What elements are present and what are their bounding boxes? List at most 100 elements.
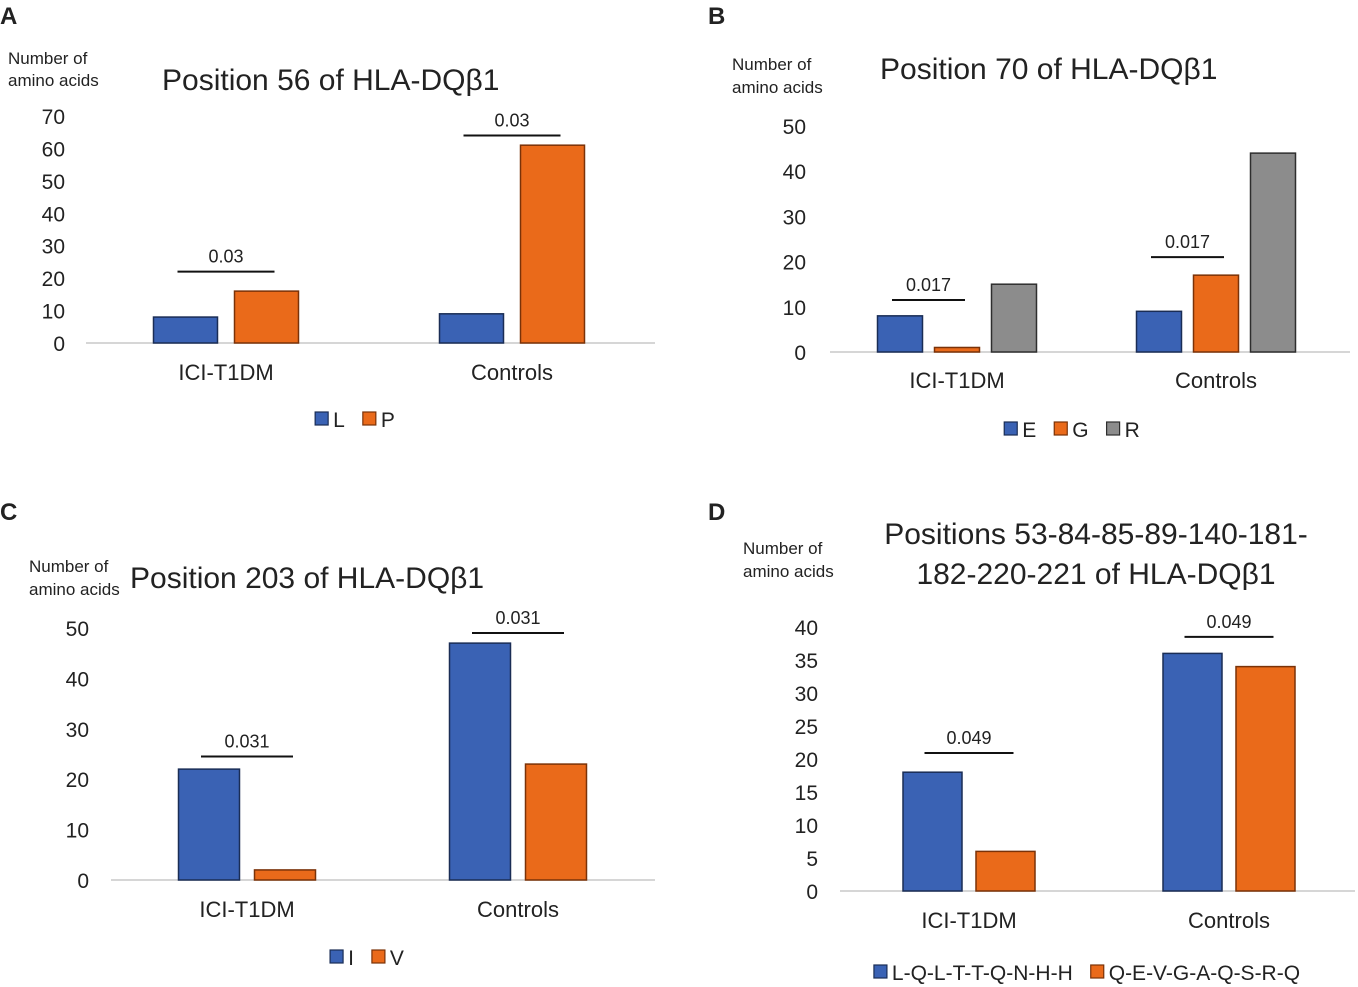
chart-d-ytick-0: 0 (806, 881, 818, 904)
chart-a-legend-label-1: P (381, 409, 395, 432)
chart-c-ytick-4: 40 (66, 668, 89, 691)
chart-b-bar-E-Controls (1135, 310, 1183, 353)
chart-c-pvalue-label-1: 0.031 (495, 608, 540, 628)
chart-b-legend-swatch-0 (1003, 421, 1018, 436)
chart-d-ytick-5: 25 (795, 716, 818, 739)
chart-c-bar-I-Controls (448, 642, 512, 881)
chart-a-ytick-1: 10 (42, 301, 65, 324)
chart-c-bar-V-ICI-T1DM (253, 869, 317, 881)
chart-c-title-line-0: Position 203 of HLA-DQβ1 (130, 562, 484, 595)
panel-label-d: D (708, 499, 725, 526)
chart-a-legend-swatch-0 (314, 411, 329, 426)
chart-b-pvalue-label-0: 0.017 (906, 275, 951, 295)
chart-a-ylabel-line-0: Number of (8, 49, 88, 68)
chart-b-legend-label-2: R (1125, 419, 1140, 442)
chart-b-bar-G-ICI-T1DM (933, 346, 981, 353)
chart-d-ylabel-line-0: Number of (743, 539, 823, 558)
chart-a-bar-P-Controls (519, 144, 586, 344)
chart-c-bar-I-ICI-T1DM (177, 768, 241, 881)
chart-d-ytick-2: 10 (795, 815, 818, 838)
chart-b-ytick-3: 30 (783, 206, 806, 229)
chart-c-legend-swatch-1 (371, 949, 386, 964)
chart-b-legend-swatch-2 (1105, 421, 1121, 436)
chart-d-category-label-1: Controls (1188, 908, 1270, 933)
chart-a-ytick-3: 30 (42, 236, 65, 259)
chart-a-ytick-2: 20 (42, 268, 65, 291)
chart-d: Positions 53-84-85-89-140-181- 182-220-22… (743, 518, 1355, 985)
chart-a: Position 56 of HLA-DQβ1 Number of amino ac… (8, 49, 655, 432)
chart-c-legend-label-1: V (390, 947, 404, 970)
chart-d-title-line-1: 182-220-221 of HLA-DQβ1 (916, 558, 1275, 591)
chart-c-legend-swatch-0 (329, 949, 344, 964)
chart-b-bar-R-Controls (1249, 152, 1297, 353)
chart-d-ytick-4: 20 (795, 749, 818, 772)
chart-b-category-label-0: ICI-T1DM (909, 368, 1004, 393)
chart-d-ytick-7: 35 (795, 650, 818, 673)
chart-a-ylabel-line-1: amino acids (8, 71, 99, 90)
chart-a-title-line-0: Position 56 of HLA-DQβ1 (162, 64, 499, 97)
chart-b-category-label-1: Controls (1175, 368, 1257, 393)
chart-a-legend-swatch-1 (362, 411, 377, 426)
chart-b-ytick-0: 0 (794, 342, 806, 365)
chart-d-category-label-0: ICI-T1DM (921, 908, 1016, 933)
chart-d-bar-L-Q-L-T-T-Q-N-H-H-ICI-T1DM (902, 771, 963, 892)
chart-a-bar-P-ICI-T1DM (233, 290, 300, 344)
chart-d-ytick-6: 30 (795, 683, 818, 706)
chart-a-bar-L-Controls (438, 313, 505, 344)
panel-label-b: B (708, 3, 725, 30)
panel-label-c: C (0, 499, 17, 526)
chart-d-bar-L-Q-L-T-T-Q-N-H-H-Controls (1162, 652, 1223, 892)
chart-c-ytick-5: 50 (66, 618, 89, 641)
chart-c-ytick-0: 0 (77, 870, 89, 893)
chart-d-ytick-3: 15 (795, 782, 818, 805)
chart-b-legend-label-1: G (1072, 419, 1088, 442)
chart-d-ytick-8: 40 (795, 617, 818, 640)
chart-b-ytick-4: 40 (783, 161, 806, 184)
chart-b-bar-G-Controls (1192, 274, 1240, 353)
chart-c-bar-V-Controls (524, 763, 588, 881)
chart-c-category-label-0: ICI-T1DM (199, 897, 294, 922)
chart-c-ytick-2: 20 (66, 769, 89, 792)
chart-d-legend-swatch-0 (873, 964, 888, 979)
chart-c-legend-label-0: I (348, 947, 354, 970)
chart-d-pvalue-label-1: 0.049 (1206, 612, 1251, 632)
chart-d-ytick-1: 5 (806, 848, 818, 871)
chart-a-ytick-7: 70 (42, 106, 65, 129)
chart-b: Position 70 of HLA-DQβ1 Number of amino ac… (732, 53, 1350, 442)
chart-d-bar-Q-E-V-G-A-Q-S-R-Q-ICI-T1DM (975, 850, 1036, 892)
chart-a-ytick-6: 60 (42, 138, 65, 161)
chart-d-ylabel-line-1: amino acids (743, 562, 834, 581)
chart-c-pvalue-label-0: 0.031 (224, 732, 269, 752)
chart-d-legend-swatch-1 (1090, 964, 1105, 979)
chart-a-category-label-1: Controls (471, 360, 553, 385)
chart-b-pvalue-label-1: 0.017 (1165, 232, 1210, 252)
chart-a-ytick-4: 40 (42, 203, 65, 226)
chart-b-ylabel-line-1: amino acids (732, 78, 823, 97)
chart-c-ylabel-line-0: Number of (29, 557, 109, 576)
chart-b-legend-label-0: E (1022, 419, 1036, 442)
chart-b-bar-R-ICI-T1DM (990, 283, 1038, 353)
chart-d-bar-Q-E-V-G-A-Q-S-R-Q-Controls (1235, 665, 1296, 892)
chart-d-legend-label-0: L-Q-L-T-T-Q-N-H-H (892, 962, 1073, 985)
chart-a-category-label-0: ICI-T1DM (178, 360, 273, 385)
chart-d-title-line-0: Positions 53-84-85-89-140-181- (884, 518, 1308, 551)
chart-d-pvalue-label-0: 0.049 (946, 728, 991, 748)
chart-b-legend-swatch-1 (1053, 421, 1068, 436)
chart-b-ylabel-line-0: Number of (732, 55, 812, 74)
chart-c-category-label-1: Controls (477, 897, 559, 922)
chart-a-pvalue-label-0: 0.03 (208, 247, 243, 267)
chart-b-ytick-5: 50 (783, 116, 806, 139)
chart-b-title-line-0: Position 70 of HLA-DQβ1 (880, 53, 1217, 86)
chart-c-ytick-3: 30 (66, 719, 89, 742)
chart-a-pvalue-label-1: 0.03 (494, 110, 529, 130)
chart-d-legend-label-1: Q-E-V-G-A-Q-S-R-Q (1109, 962, 1300, 985)
chart-c-ytick-1: 10 (66, 820, 89, 843)
chart-a-bar-L-ICI-T1DM (152, 316, 219, 344)
chart-b-ytick-2: 20 (783, 252, 806, 275)
chart-b-bar-E-ICI-T1DM (876, 315, 924, 353)
panel-label-a: A (0, 3, 17, 30)
chart-b-ytick-1: 10 (783, 297, 806, 320)
chart-c: Position 203 of HLA-DQβ1 Number of amino a… (29, 557, 655, 970)
chart-a-ytick-0: 0 (53, 333, 65, 356)
